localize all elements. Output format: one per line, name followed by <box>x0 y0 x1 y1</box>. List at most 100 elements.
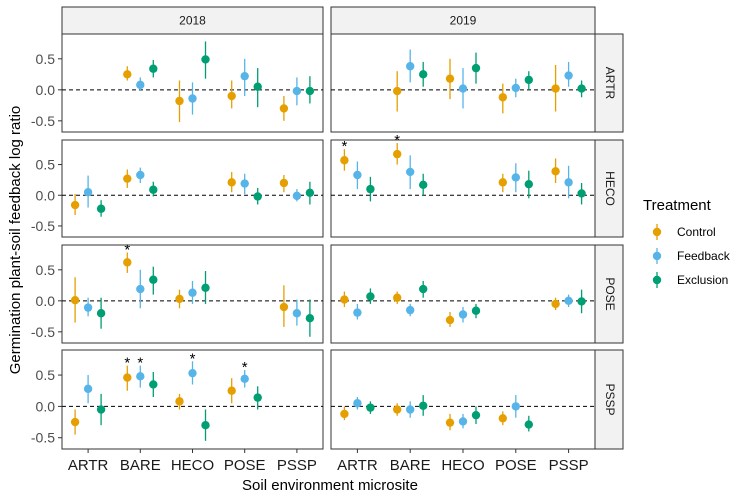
data-point <box>406 305 415 315</box>
data-point <box>498 93 507 102</box>
data-point <box>305 188 315 197</box>
data-point <box>551 167 560 176</box>
x-tick-label: HECO <box>171 457 214 474</box>
row-strip-label: ARTR <box>603 67 617 100</box>
data-point <box>149 275 158 284</box>
data-point <box>366 403 375 412</box>
data-point <box>419 401 428 410</box>
significance-star: * <box>190 350 196 367</box>
data-point <box>393 149 402 159</box>
data-point <box>123 258 132 267</box>
column-strip <box>61 6 324 35</box>
data-point <box>353 308 362 317</box>
data-point <box>201 420 210 430</box>
data-point <box>123 174 132 183</box>
legend: Treatment Control Feedback Exclusion <box>643 197 731 288</box>
data-point <box>498 178 507 187</box>
data-point <box>70 200 80 210</box>
y-tick-label: -0.5 <box>31 324 55 340</box>
data-point <box>393 86 402 96</box>
y-tick-label: 0.0 <box>36 398 56 414</box>
data-point <box>188 368 197 378</box>
legend-label: Control <box>677 225 716 239</box>
x-tick-label: POSE <box>224 457 266 474</box>
y-tick-label: 0.0 <box>36 187 56 203</box>
data-point <box>227 178 236 187</box>
row-strip <box>594 244 624 344</box>
data-point <box>445 418 455 427</box>
data-point <box>471 306 481 315</box>
data-point <box>136 80 145 90</box>
x-tick-label: PSSP <box>549 457 589 474</box>
legend-title: Treatment <box>643 197 712 214</box>
data-point <box>70 417 80 427</box>
data-point <box>279 302 289 312</box>
data-point <box>419 284 428 294</box>
x-tick-label: HECO <box>441 457 484 474</box>
significance-star: * <box>124 241 130 258</box>
data-point <box>564 71 573 80</box>
y-tick-label: 0.5 <box>36 367 56 383</box>
legend-key-point <box>652 227 662 237</box>
data-point <box>83 187 93 197</box>
x-tick-label: BARE <box>120 457 161 474</box>
data-point <box>340 295 349 304</box>
x-tick-label: ARTR <box>68 457 109 474</box>
data-point <box>445 74 455 83</box>
data-point <box>511 402 520 411</box>
legend-label: Feedback <box>677 249 731 263</box>
data-point <box>524 75 533 85</box>
data-point <box>188 94 197 103</box>
y-tick-label: 0.5 <box>36 157 56 173</box>
data-point <box>136 372 145 381</box>
x-tick-label: PSSP <box>277 457 317 474</box>
legend-key-point <box>652 275 662 285</box>
data-point <box>227 91 236 101</box>
y-tick-label: 0.0 <box>36 82 56 98</box>
significance-star: * <box>124 355 130 372</box>
data-point <box>149 380 158 389</box>
data-point <box>458 310 468 319</box>
panel-border <box>330 244 596 344</box>
significance-star: * <box>341 138 347 155</box>
x-tick-label: POSE <box>495 457 537 474</box>
data-point <box>419 70 428 79</box>
data-point <box>498 414 507 423</box>
data-point <box>406 167 415 177</box>
data-point <box>366 292 375 301</box>
data-point <box>96 309 106 318</box>
data-point <box>458 84 468 93</box>
data-point <box>175 96 184 106</box>
data-point <box>393 293 402 302</box>
data-point <box>366 184 375 194</box>
data-point <box>175 397 184 406</box>
data-point <box>136 170 145 180</box>
data-point <box>240 71 249 81</box>
data-point <box>419 180 428 190</box>
legend-label: Exclusion <box>677 273 728 287</box>
data-point <box>471 63 481 73</box>
panel-border <box>61 139 324 238</box>
data-point <box>577 84 586 93</box>
data-point <box>253 192 262 201</box>
panel-grid: * * * * * * * <box>61 33 596 450</box>
data-point <box>201 55 210 64</box>
y-tick-label: -0.5 <box>31 113 55 129</box>
data-point <box>70 296 80 305</box>
y-tick-label: 0.5 <box>36 262 56 278</box>
x-tick-label: BARE <box>390 457 431 474</box>
row-strip-label: POSE <box>603 277 617 310</box>
row-strip-label: PSSP <box>603 383 617 415</box>
data-point <box>149 185 158 194</box>
data-point <box>305 313 315 323</box>
row-strip <box>594 139 624 238</box>
data-point <box>253 82 262 91</box>
row-strip <box>594 349 624 450</box>
y-tick-label: 0.5 <box>36 51 56 67</box>
data-point <box>227 386 236 395</box>
significance-star: * <box>137 355 143 372</box>
data-point <box>458 417 468 426</box>
significance-star: * <box>242 359 248 376</box>
data-point <box>279 104 289 113</box>
